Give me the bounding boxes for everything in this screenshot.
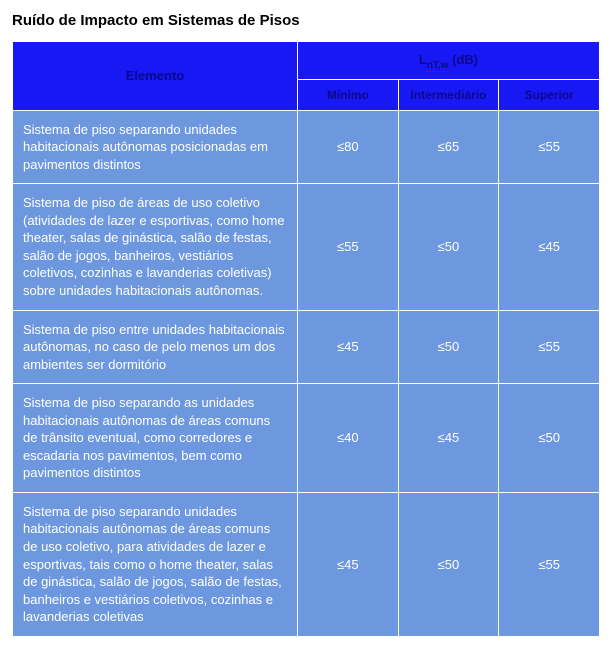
cell-min: ≤55	[298, 184, 399, 310]
cell-min: ≤45	[298, 492, 399, 636]
header-int: Intermediário	[398, 79, 499, 110]
cell-description: Sistema de piso separando unidades habit…	[13, 492, 298, 636]
cell-min: ≤80	[298, 110, 399, 184]
cell-description: Sistema de piso separando as unidades ha…	[13, 384, 298, 493]
header-measure-main: L	[419, 52, 427, 67]
table-row: Sistema de piso separando unidades habit…	[13, 492, 600, 636]
cell-min: ≤40	[298, 384, 399, 493]
cell-int: ≤65	[398, 110, 499, 184]
cell-description: Sistema de piso entre unidades habitacio…	[13, 310, 298, 384]
header-element: Elemento	[13, 42, 298, 111]
cell-sup: ≤55	[499, 310, 600, 384]
cell-min: ≤45	[298, 310, 399, 384]
table-row: Sistema de piso de áreas de uso coletivo…	[13, 184, 600, 310]
cell-sup: ≤45	[499, 184, 600, 310]
page-title: Ruído de Impacto em Sistemas de Pisos	[12, 12, 600, 29]
cell-description: Sistema de piso separando unidades habit…	[13, 110, 298, 184]
cell-int: ≤50	[398, 310, 499, 384]
cell-sup: ≤50	[499, 384, 600, 493]
cell-int: ≤50	[398, 184, 499, 310]
header-measure-sub: nT,w	[427, 60, 449, 72]
table-row: Sistema de piso entre unidades habitacio…	[13, 310, 600, 384]
table-body: Sistema de piso separando unidades habit…	[13, 110, 600, 636]
cell-int: ≤50	[398, 492, 499, 636]
cell-sup: ≤55	[499, 110, 600, 184]
cell-sup: ≤55	[499, 492, 600, 636]
cell-description: Sistema de piso de áreas de uso coletivo…	[13, 184, 298, 310]
table-header: Elemento LnT,w (dB) Mínimo Intermediário…	[13, 42, 600, 111]
table-row: Sistema de piso separando as unidades ha…	[13, 384, 600, 493]
header-measure-unit: (dB)	[449, 52, 479, 67]
impact-noise-table: Elemento LnT,w (dB) Mínimo Intermediário…	[12, 41, 600, 637]
header-sup: Superior	[499, 79, 600, 110]
table-row: Sistema de piso separando unidades habit…	[13, 110, 600, 184]
header-min: Mínimo	[298, 79, 399, 110]
cell-int: ≤45	[398, 384, 499, 493]
header-measure: LnT,w (dB)	[298, 42, 600, 80]
